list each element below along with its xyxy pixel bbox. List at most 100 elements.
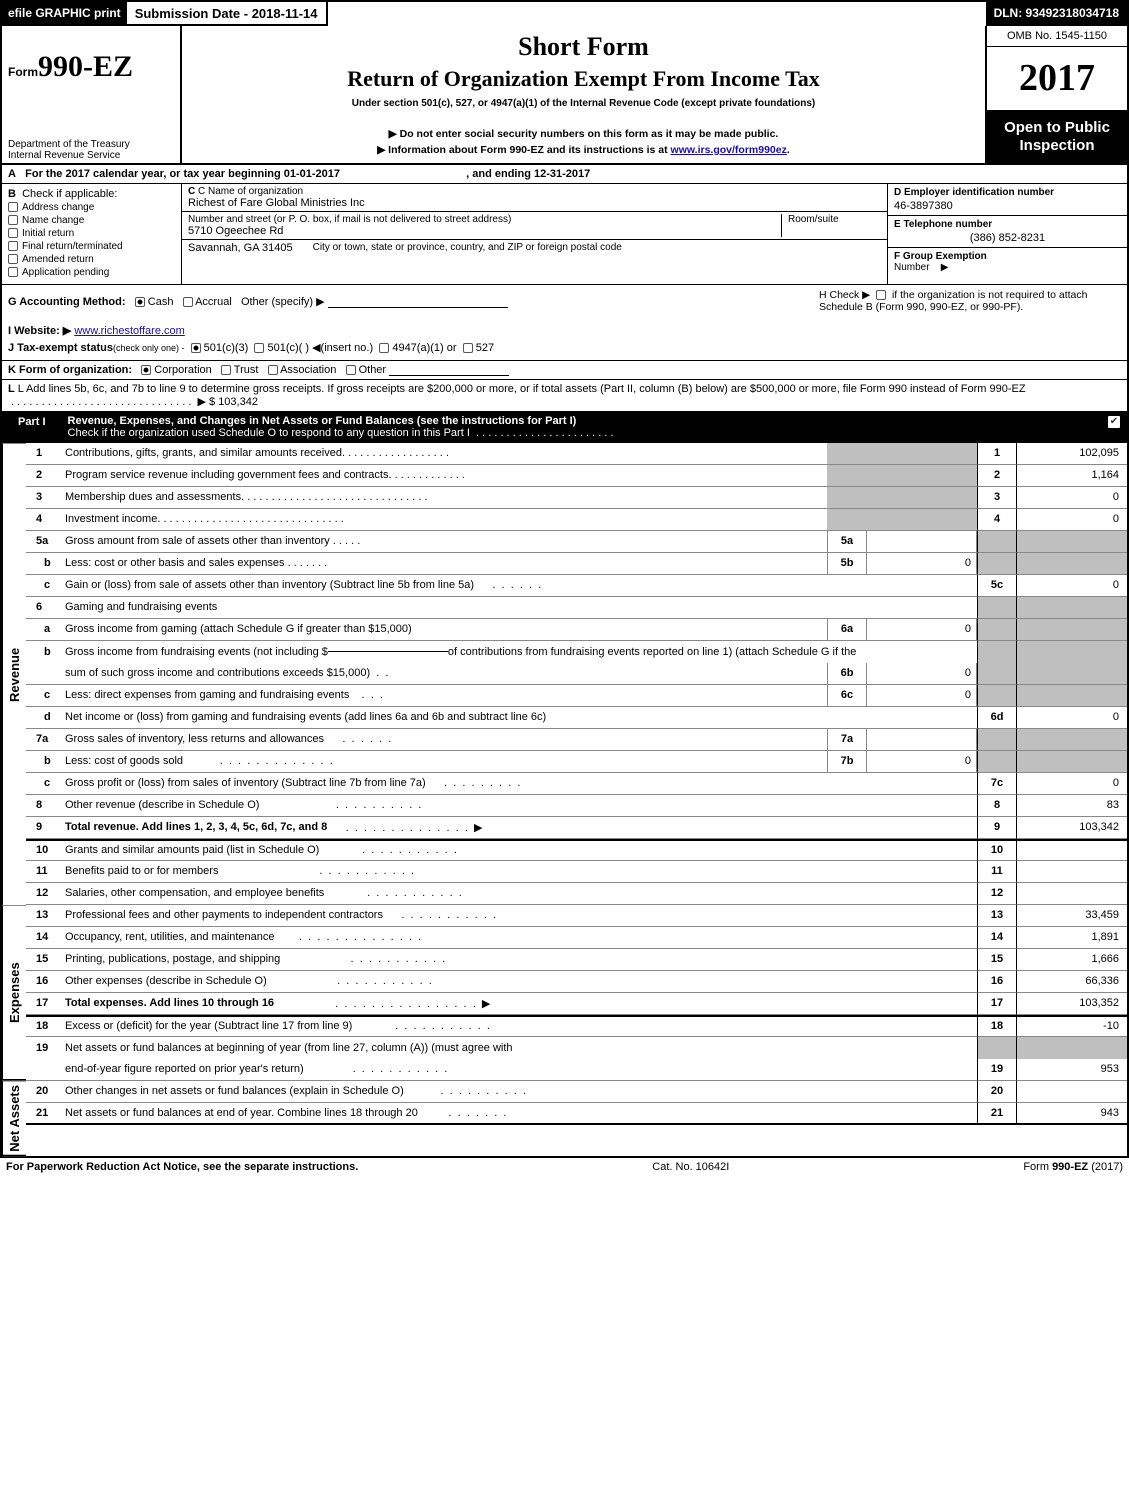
l6b-blank [328,651,448,652]
l6a-outgrey [977,619,1017,641]
part1-subtitle: Check if the organization used Schedule … [68,427,470,439]
radio-501c3[interactable] [191,343,201,353]
tax-year: 2017 [987,47,1127,111]
dln-label: DLN: 93492318034718 [986,2,1127,26]
l7c-desc: Gross profit or (loss) from sales of inv… [60,773,977,795]
department: Department of the Treasury Internal Reve… [8,139,174,161]
title-shortform: Short Form [190,32,977,62]
l12-outnum: 12 [977,883,1017,905]
opt-trust: Trust [234,364,259,376]
radio-527[interactable] [463,343,473,353]
l15-num: 15 [26,949,60,971]
l3-outnum: 3 [977,487,1017,509]
l7b-inval: 0 [867,751,977,773]
l5a-outgrey2 [1017,531,1127,553]
efile-label: efile GRAPHIC print [2,2,127,26]
radio-oth[interactable] [346,365,356,375]
dept-line2: Internal Revenue Service [8,150,174,161]
l5b-num: b [26,553,60,575]
radio-trust[interactable] [221,365,231,375]
l6d-val: 0 [1017,707,1127,729]
radio-cash[interactable] [135,297,145,307]
l17-desc: Total expenses. Add lines 10 through 16 … [60,993,977,1015]
l4-desc-text: Investment income [65,513,157,525]
l1-desc: Contributions, gifts, grants, and simila… [60,443,827,465]
part1-checkbox[interactable] [1107,415,1121,429]
l6b-outgrey4 [1017,663,1127,685]
l7a-outgrey [977,729,1017,751]
l6d-outnum: 6d [977,707,1017,729]
opt-other: Other (specify) ▶ [241,296,325,308]
section-j: J Tax-exempt status(check only one) - 50… [8,341,1121,354]
l6a-desc: Gross income from gaming (attach Schedul… [60,619,827,641]
l6b-desc-post: of contributions from fundraising events… [448,646,856,658]
instruction-line2: ▶ Information about Form 990-EZ and its … [190,143,977,159]
l6c-innum: 6c [827,685,867,707]
radio-assoc[interactable] [268,365,278,375]
l1-desc-text: Contributions, gifts, grants, and simila… [65,447,342,459]
open-to-public: Open to Public Inspection [987,111,1127,163]
l20-desc: Other changes in net assets or fund bala… [60,1081,977,1103]
l18-num: 18 [26,1015,60,1037]
l5a-num: 5a [26,531,60,553]
chk-final-return[interactable] [8,241,18,251]
l4-outnum: 4 [977,509,1017,531]
radio-accrual[interactable] [183,297,193,307]
l14-desc: Occupancy, rent, utilities, and maintena… [60,927,977,949]
instruction-line2-post: . [787,144,790,156]
chk-application-pending[interactable] [8,267,18,277]
l11-val [1017,861,1127,883]
l19-val: 953 [1017,1059,1127,1081]
l5a-outgrey [977,531,1017,553]
l16-outnum: 16 [977,971,1017,993]
l21-desc: Net assets or fund balances at end of ye… [60,1103,977,1125]
l6d-num: d [26,707,60,729]
l9-desc-text: Total revenue. Add lines 1, 2, 3, 4, 5c,… [65,821,327,833]
chk-initial-return[interactable] [8,228,18,238]
l12-desc: Salaries, other compensation, and employ… [60,883,977,905]
l16-num: 16 [26,971,60,993]
section-def: D Employer identification number 46-3897… [887,184,1127,284]
submission-date: Submission Date - 2018-11-14 [127,2,328,26]
l9-num: 9 [26,817,60,839]
l3-desc: Membership dues and assessments [60,487,827,509]
irs-link[interactable]: www.irs.gov/form990ez [671,144,787,156]
l6c-desc-text: Less: direct expenses from gaming and fu… [65,689,349,701]
chk-name-change[interactable] [8,215,18,225]
l4-desc: Investment income [60,509,827,531]
ein-value: 46-3897380 [894,200,1121,212]
l14-num: 14 [26,927,60,949]
radio-corp[interactable] [141,365,151,375]
section-l-text: L Add lines 5b, 6c, and 7b to line 9 to … [18,383,1026,395]
l4-num: 4 [26,509,60,531]
radio-4947[interactable] [379,343,389,353]
l7b-desc: Less: cost of goods sold . . . . . . . .… [60,751,827,773]
chk-h[interactable] [876,290,886,300]
l21-num: 21 [26,1103,60,1125]
section-b: B Check if applicable: Address change Na… [2,184,182,284]
l16-desc: Other expenses (describe in Schedule O) … [60,971,977,993]
l17-val: 103,352 [1017,993,1127,1015]
footer-mid: Cat. No. 10642I [652,1161,729,1173]
section-h: H Check ▶ if the organization is not req… [819,289,1119,313]
city-label: City or town, state or province, country… [313,242,622,254]
l1-grey [827,443,977,465]
l6a-innum: 6a [827,619,867,641]
section-j-note: (check only one) - [113,343,185,353]
chk-address-change[interactable] [8,202,18,212]
website-link[interactable]: www.richestoffare.com [74,325,184,337]
l19-desc: Net assets or fund balances at beginning… [60,1037,977,1059]
section-ghij: H Check ▶ if the organization is not req… [2,285,1127,361]
sidelabel-netassets: Net Assets [2,1081,26,1157]
l19-num2 [26,1059,60,1081]
chk-amended-return[interactable] [8,254,18,264]
row-a: A For the 2017 calendar year, or tax yea… [2,165,1127,184]
section-l: L L Add lines 5b, 6c, and 7b to line 9 t… [2,380,1127,412]
radio-501c[interactable] [254,343,264,353]
topbar-spacer [328,2,986,26]
l6a-inval: 0 [867,619,977,641]
l5c-desc: Gain or (loss) from sale of assets other… [60,575,977,597]
l19-num: 19 [26,1037,60,1059]
l6-num: 6 [26,597,60,619]
lbl-name-change: Name change [22,215,84,226]
